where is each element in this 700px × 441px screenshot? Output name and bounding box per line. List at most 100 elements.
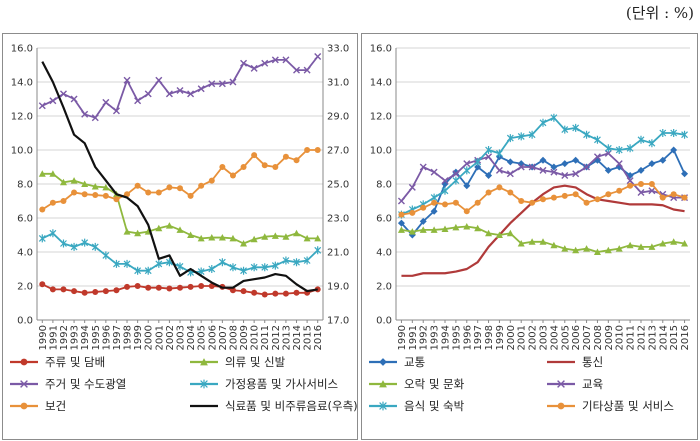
left-legend-label: 주류 및 담배	[45, 355, 106, 369]
left-series-2-point	[261, 59, 269, 67]
right-series-2-point	[648, 243, 656, 250]
right-series-5-point	[540, 196, 546, 203]
left-series-0-point	[293, 289, 300, 296]
right-series-0	[397, 146, 689, 239]
right-legend-swatch	[369, 380, 397, 388]
right-x-tick-label: 2004	[549, 325, 560, 350]
right-y-left-tick: 12.0	[370, 112, 392, 123]
right-series-2-point	[441, 225, 449, 233]
left-series-3-point	[282, 256, 290, 265]
left-series-2-point	[187, 90, 195, 98]
left-series-0-point	[240, 288, 247, 295]
right-legend-swatch	[547, 360, 575, 364]
left-series-0-point	[314, 286, 321, 293]
right-legend-item: 기타상품 및 서비스	[546, 396, 674, 416]
left-series-0-point	[102, 288, 109, 295]
right-series-4	[398, 113, 688, 219]
right-series-5-point	[420, 204, 427, 211]
left-series-3-point	[134, 266, 142, 275]
right-chart-panel: 0.0 2.0 4.0 6.0 8.0 10.0 12.0 14.0 16.0 1990 1991 1…	[361, 33, 698, 440]
left-series-1-point	[250, 235, 258, 243]
right-series-4-point	[681, 130, 688, 139]
left-series-1-point	[303, 234, 311, 242]
left-series-4-point	[229, 172, 236, 179]
left-series-0-point	[71, 288, 78, 295]
left-series-3-point	[81, 238, 89, 247]
left-series-4-point	[293, 157, 300, 164]
left-series-1-point	[134, 229, 142, 237]
left-series-3-point	[38, 234, 46, 243]
right-legend-label: 기타상품 및 서비스	[582, 399, 674, 413]
left-x-tick-label: 2004	[186, 325, 197, 350]
left-series-2-point	[91, 114, 99, 122]
right-series-5	[398, 181, 688, 218]
right-series-0-point	[539, 156, 547, 164]
right-series-3-point	[452, 170, 460, 178]
left-series-0-point	[272, 290, 279, 297]
left-series-3-point	[91, 242, 99, 251]
left-y-right-tick: 21.0	[327, 248, 349, 259]
left-series-0-point	[124, 283, 131, 290]
right-series-2-point	[593, 248, 601, 255]
left-series-0-point	[49, 286, 56, 293]
right-series-2-point	[419, 226, 427, 233]
left-series-1-point	[38, 170, 46, 177]
left-series-4-point	[177, 185, 183, 192]
right-series-3	[397, 149, 689, 205]
right-legend-swatch	[369, 358, 397, 366]
left-series-0-point	[134, 283, 141, 289]
left-x-tick-label: 2015	[303, 325, 314, 350]
left-legend-swatch	[10, 402, 38, 410]
right-series-5-point	[561, 192, 568, 199]
right-series-2-point	[637, 243, 645, 250]
left-series-4-point	[166, 184, 173, 191]
left-x-tick-label: 2014	[292, 325, 303, 350]
left-series-4-point	[145, 189, 152, 196]
left-series-0-point	[113, 287, 120, 294]
right-x-tick-label: 2011	[626, 325, 637, 350]
left-series-1-point	[165, 222, 173, 229]
left-series-4-point	[60, 198, 67, 204]
left-series-3-point	[155, 259, 163, 268]
left-series-4-point	[314, 147, 321, 153]
left-legend-swatch-marker	[20, 358, 28, 366]
left-x-tick-label: 1996	[101, 325, 112, 350]
right-x-tick-label: 1998	[484, 325, 495, 350]
right-series-5-point	[398, 211, 405, 218]
right-series-5-point	[431, 199, 438, 206]
right-series-2-point	[550, 241, 558, 249]
left-series-2-point	[81, 110, 89, 118]
right-x-tick-label: 2014	[658, 325, 669, 350]
right-x-tick-label: 2015	[669, 325, 680, 350]
right-series-4-point	[659, 129, 667, 137]
right-series-0-point	[561, 160, 569, 168]
left-series-4	[39, 147, 321, 213]
left-x-tick-label: 2006	[207, 325, 218, 350]
left-series-1-point	[261, 233, 269, 240]
right-series-2-point	[485, 229, 493, 237]
right-series-4-point	[485, 146, 492, 154]
right-x-tick-label: 2016	[680, 325, 691, 350]
left-x-tick-label: 1991	[48, 325, 59, 350]
right-series-3-point	[583, 163, 591, 171]
right-series-5-point	[605, 191, 612, 198]
right-series-4-point	[539, 118, 547, 127]
left-series-0-point	[60, 286, 67, 293]
left-series-4-point	[102, 192, 109, 199]
right-series-3-point	[561, 172, 569, 179]
right-legend-item: 통신	[546, 352, 603, 372]
left-legend-label: 식료품 및 비주류음료(우측)	[225, 399, 358, 413]
left-legend-swatch	[10, 380, 38, 388]
left-series-2-point	[250, 64, 258, 72]
right-series-3-point	[604, 149, 612, 157]
left-series-2-point	[123, 76, 131, 84]
left-series-5	[41, 61, 318, 293]
right-x-tick-label: 2008	[593, 325, 604, 350]
right-x-tick-label: 2001	[517, 325, 528, 350]
right-series-3-point	[648, 187, 656, 195]
left-series-0-point	[187, 283, 194, 290]
right-series-0-point	[550, 163, 558, 171]
right-y-left-tick: 10.0	[370, 146, 392, 157]
right-legend-label: 교육	[582, 377, 604, 391]
right-series-5-point	[474, 199, 481, 206]
